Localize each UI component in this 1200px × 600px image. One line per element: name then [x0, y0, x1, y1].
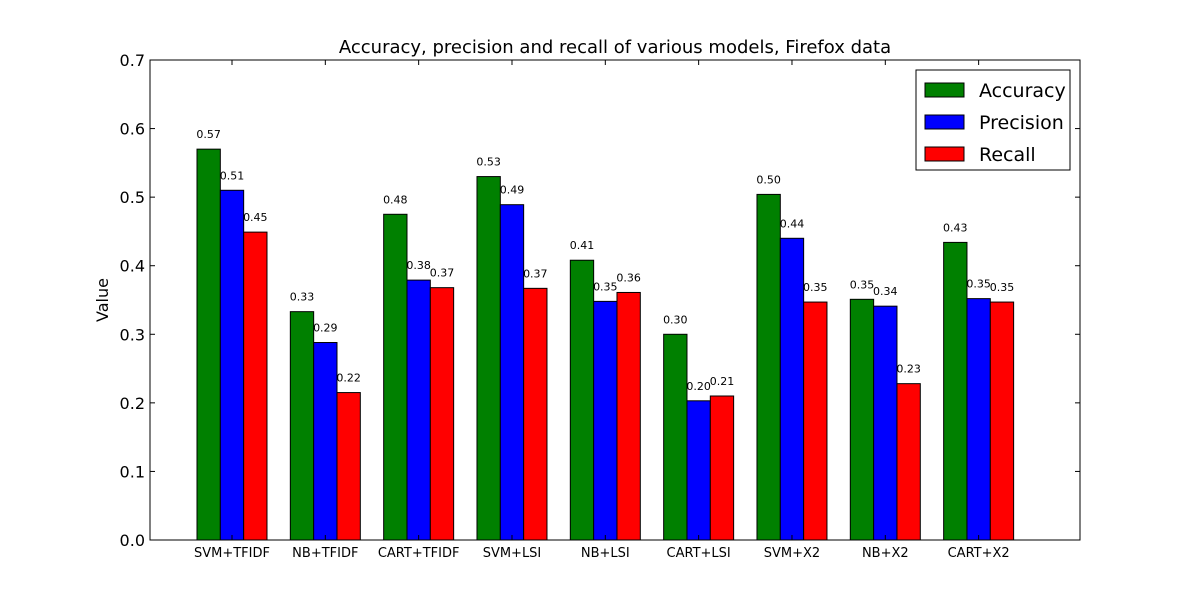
data-label: 0.53 [476, 156, 501, 169]
bar-recall [429, 287, 455, 541]
data-label: 0.35 [850, 278, 875, 291]
bar-recall [709, 395, 735, 541]
chart-title: Accuracy, precision and recall of variou… [339, 37, 891, 58]
data-label: 0.50 [756, 173, 781, 186]
data-label: 0.49 [500, 184, 525, 197]
bar-recall [989, 301, 1015, 541]
data-label: 0.20 [686, 380, 711, 393]
x-tick-label: SVM+X2 [764, 546, 820, 561]
data-label: 0.34 [873, 285, 898, 298]
data-label: 0.36 [616, 271, 641, 284]
y-tick-label: 0.3 [120, 325, 145, 344]
plot-frame [149, 59, 1081, 541]
legend-label-precision: Precision [979, 112, 1064, 134]
bar-recall [616, 291, 641, 541]
bar-precision [966, 298, 991, 541]
data-label: 0.35 [593, 280, 618, 293]
bar-recall [803, 301, 828, 541]
data-label: 0.23 [896, 363, 921, 376]
data-label: 0.29 [313, 322, 338, 335]
data-label: 0.45 [243, 211, 268, 224]
x-tick-label: NB+X2 [862, 546, 909, 561]
bar-accuracy [849, 298, 875, 541]
data-label: 0.51 [220, 169, 245, 182]
data-label: 0.43 [943, 221, 968, 234]
bar-recall [243, 231, 268, 541]
y-tick-label: 0.2 [120, 394, 145, 413]
data-label: 0.38 [406, 259, 431, 272]
bar-precision [313, 342, 338, 541]
bars: 0.570.510.450.330.290.220.480.380.370.53… [196, 128, 1015, 541]
bar-accuracy [289, 311, 315, 541]
legend-swatch-recall [924, 146, 965, 162]
x-tick-label: SVM+LSI [483, 546, 542, 561]
bar-precision [499, 204, 525, 541]
x-tick-label: NB+TFIDF [292, 546, 358, 561]
bar-recall [896, 383, 921, 541]
y-tick-label: 0.7 [120, 51, 145, 70]
bar-precision [779, 237, 805, 541]
legend-label-recall: Recall [979, 144, 1036, 166]
data-label: 0.37 [523, 267, 548, 280]
x-axis-ticks: SVM+TFIDF NB+TFIDF CART+TFIDF SVM+LSI NB+LSI… [194, 60, 1010, 561]
data-label: 0.21 [710, 375, 735, 388]
y-tick-label: 0.4 [120, 257, 145, 276]
data-label: 0.30 [663, 313, 688, 326]
bar-precision [873, 305, 898, 541]
bar-precision [686, 400, 711, 541]
bar-accuracy [196, 148, 221, 541]
data-label: 0.35 [990, 281, 1015, 294]
bar-precision [593, 300, 618, 541]
data-label: 0.48 [383, 193, 408, 206]
y-tick-label: 0.5 [120, 188, 145, 207]
bar-accuracy [569, 259, 595, 541]
bar-recall [523, 287, 548, 541]
x-tick-label: NB+LSI [581, 546, 630, 561]
data-label: 0.35 [966, 278, 991, 291]
y-tick-label: 0.0 [120, 531, 145, 550]
x-tick-label: CART+LSI [667, 546, 731, 561]
data-label: 0.41 [570, 239, 595, 252]
bar-precision [406, 279, 431, 541]
bar-accuracy [663, 333, 688, 541]
x-tick-label: CART+X2 [948, 546, 1010, 561]
y-axis-ticks: 0.0 0.1 0.2 0.3 0.4 0.5 0.6 0.7 [120, 51, 1080, 550]
data-label: 0.44 [780, 217, 805, 230]
data-label: 0.35 [803, 281, 828, 294]
bar-accuracy [383, 213, 408, 541]
x-tick-label: SVM+TFIDF [194, 546, 270, 561]
data-label: 0.37 [430, 267, 455, 280]
y-axis-label: Value [93, 278, 112, 322]
data-label: 0.57 [196, 128, 221, 141]
data-label: 0.22 [336, 372, 361, 385]
y-tick-label: 0.1 [120, 462, 145, 481]
y-tick-label: 0.6 [120, 120, 145, 139]
bar-accuracy [943, 241, 968, 541]
data-label: 0.33 [290, 291, 315, 304]
bar-recall [336, 392, 361, 541]
legend-label-accuracy: Accuracy [979, 80, 1066, 102]
x-tick-label: CART+TFIDF [378, 546, 460, 561]
bar-accuracy [756, 193, 781, 541]
bar-precision [219, 189, 245, 541]
legend-swatch-accuracy [924, 82, 965, 98]
legend: Accuracy Precision Recall [915, 69, 1071, 171]
bar-accuracy [476, 176, 501, 541]
legend-swatch-precision [924, 114, 965, 130]
